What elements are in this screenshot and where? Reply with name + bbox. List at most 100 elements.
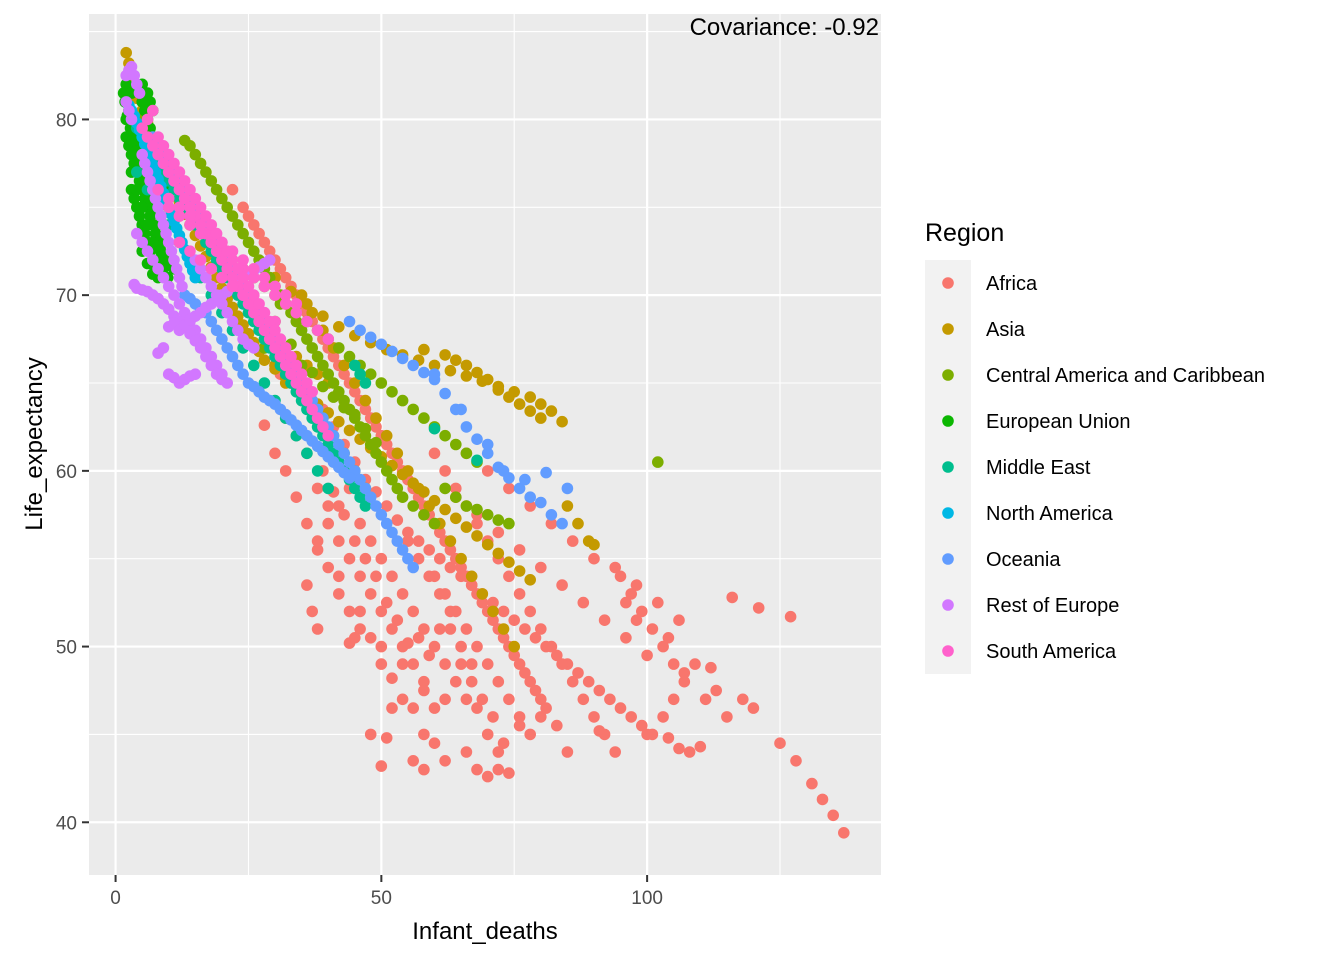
data-point — [301, 517, 313, 530]
data-point — [556, 658, 568, 670]
data-point — [125, 113, 138, 126]
data-point — [667, 693, 680, 706]
data-point — [205, 315, 218, 328]
data-point — [497, 605, 510, 618]
data-point — [279, 271, 292, 284]
legend-item: Rest of Europe — [942, 595, 1119, 617]
data-point — [402, 465, 414, 477]
data-point — [176, 280, 188, 293]
data-point — [221, 263, 233, 275]
data-point — [513, 565, 526, 577]
data-point — [380, 500, 393, 512]
data-point — [673, 614, 685, 626]
data-point — [598, 614, 611, 626]
data-point — [620, 596, 632, 609]
data-point — [184, 210, 196, 222]
data-point — [242, 236, 255, 249]
data-point — [439, 755, 451, 767]
data-point — [407, 658, 420, 670]
data-point — [189, 368, 202, 381]
data-point — [131, 183, 143, 196]
data-point — [465, 675, 478, 688]
data-point — [683, 746, 696, 758]
data-point — [343, 472, 356, 484]
legend-item: European Union — [942, 411, 1131, 433]
data-point — [694, 740, 707, 753]
data-point — [503, 693, 515, 706]
data-point — [248, 245, 260, 257]
data-point — [524, 675, 536, 688]
data-point — [481, 728, 494, 741]
data-point — [141, 113, 154, 126]
data-point — [375, 509, 388, 521]
series-south-america — [136, 104, 335, 442]
data-point — [149, 192, 162, 205]
data-point — [131, 78, 143, 91]
data-point — [139, 227, 151, 240]
data-point — [301, 315, 313, 328]
data-point — [471, 517, 483, 530]
data-point — [160, 227, 172, 240]
data-point — [487, 614, 499, 626]
data-point — [721, 711, 733, 723]
data-point — [333, 535, 345, 547]
data-point — [364, 632, 377, 644]
data-point — [460, 500, 473, 512]
data-point — [370, 447, 382, 460]
data-point — [290, 377, 303, 389]
data-point — [471, 530, 483, 542]
data-point — [556, 415, 568, 428]
data-point — [370, 500, 382, 512]
data-point — [471, 503, 483, 516]
data-point — [295, 289, 308, 301]
data-point — [481, 658, 494, 670]
data-point — [370, 436, 382, 449]
data-point — [471, 366, 483, 379]
data-point — [173, 183, 186, 196]
data-point — [216, 333, 228, 345]
data-point — [210, 227, 223, 240]
data-point — [529, 632, 542, 644]
data-point — [657, 640, 669, 653]
legend-label: Central America and Caribbean — [986, 365, 1265, 387]
data-point — [752, 602, 765, 614]
data-point — [248, 342, 260, 354]
data-point — [519, 473, 531, 486]
data-point — [258, 280, 271, 293]
data-point — [301, 447, 313, 460]
data-point — [609, 746, 621, 758]
data-point — [418, 366, 430, 379]
legend-key — [942, 369, 954, 381]
data-point — [258, 236, 271, 249]
data-point — [620, 632, 632, 644]
data-point — [471, 433, 483, 446]
data-point — [444, 561, 457, 574]
data-point — [524, 728, 536, 741]
data-point — [258, 324, 271, 337]
data-point — [428, 359, 441, 372]
data-point — [306, 306, 319, 319]
data-point — [364, 368, 377, 381]
data-point — [306, 403, 319, 416]
data-point — [338, 359, 350, 372]
data-point — [253, 298, 265, 310]
data-point — [317, 421, 329, 433]
data-point — [540, 702, 552, 714]
data-point — [200, 210, 212, 222]
data-point — [306, 342, 319, 354]
data-point — [168, 254, 180, 266]
y-axis-title: Life_expectancy — [21, 357, 48, 530]
data-point — [460, 521, 473, 533]
data-point — [189, 271, 202, 284]
data-point — [737, 693, 749, 706]
data-point — [513, 482, 526, 495]
data-point — [359, 422, 372, 435]
legend-key — [942, 323, 954, 335]
data-point — [428, 640, 441, 653]
data-point — [386, 702, 398, 714]
data-point — [561, 746, 574, 758]
data-point — [396, 658, 409, 670]
data-point — [487, 596, 499, 609]
data-point — [577, 596, 590, 609]
data-point — [237, 368, 249, 381]
